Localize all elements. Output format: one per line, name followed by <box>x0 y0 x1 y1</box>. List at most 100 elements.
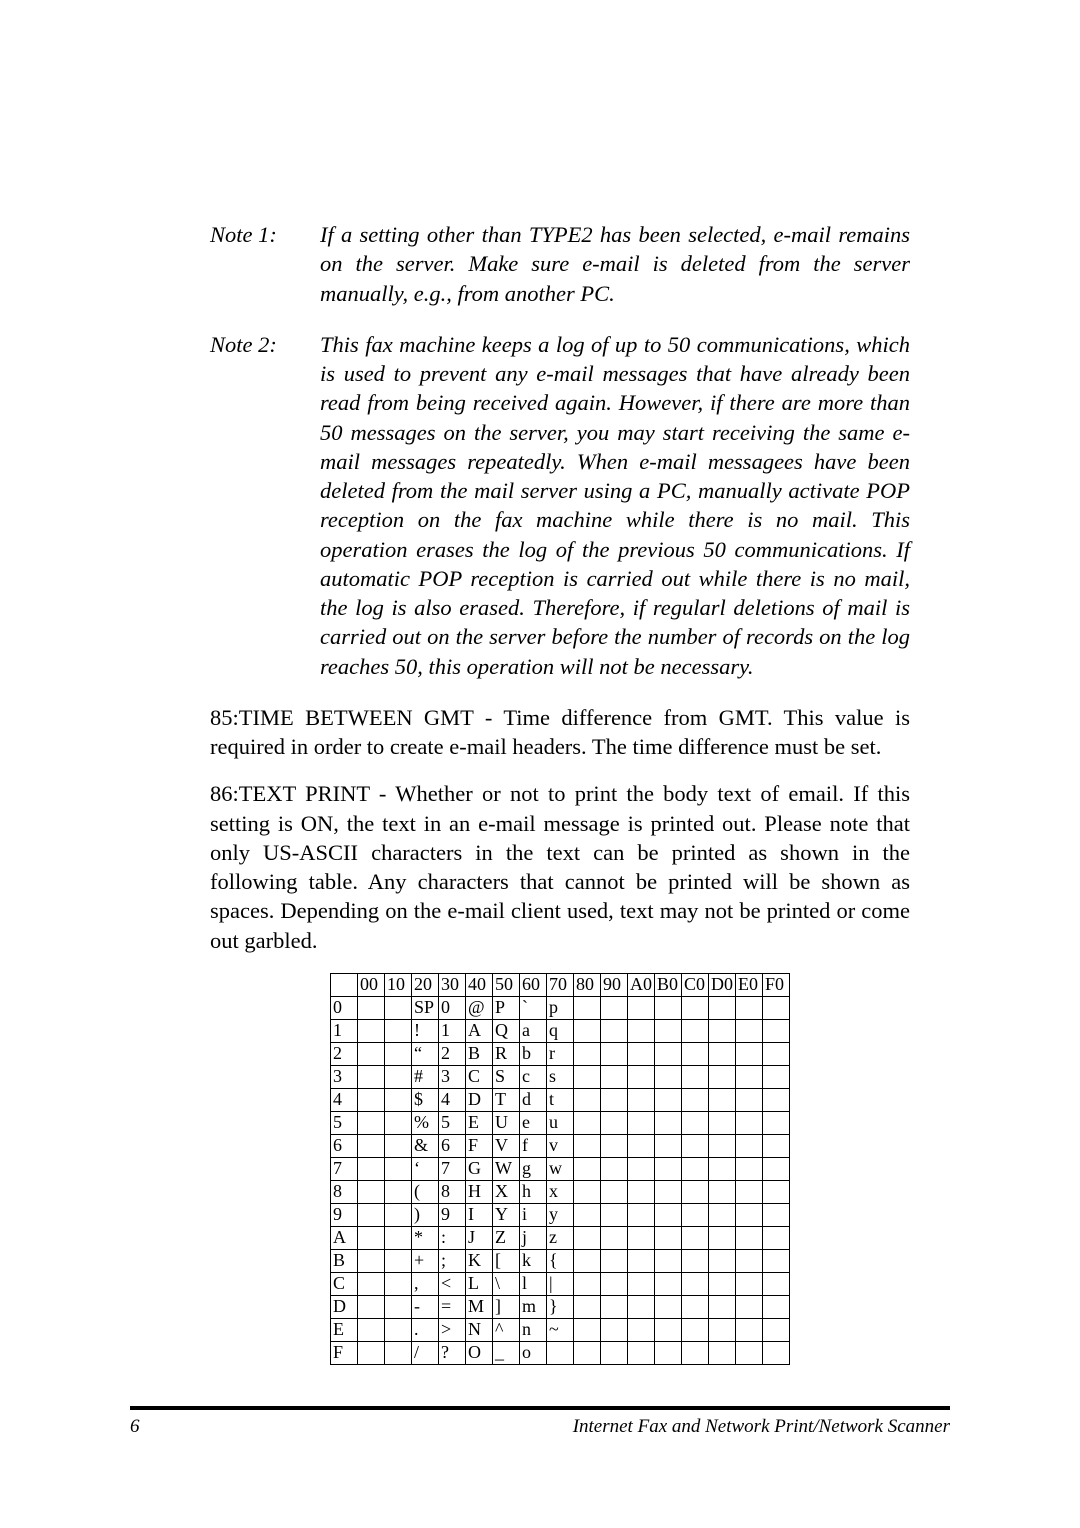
ascii-cell <box>655 1341 682 1364</box>
ascii-header-cell: 00 <box>358 973 385 996</box>
ascii-cell: B <box>466 1042 493 1065</box>
ascii-cell <box>655 1203 682 1226</box>
ascii-cell: > <box>439 1318 466 1341</box>
ascii-cell <box>736 1134 763 1157</box>
ascii-cell <box>574 1019 601 1042</box>
ascii-cell <box>601 996 628 1019</box>
ascii-header-cell: E0 <box>736 973 763 996</box>
ascii-cell: ! <box>412 1019 439 1042</box>
ascii-cell <box>628 1065 655 1088</box>
ascii-cell: e <box>520 1111 547 1134</box>
ascii-cell: p <box>547 996 574 1019</box>
ascii-cell <box>574 1157 601 1180</box>
ascii-cell: + <box>412 1249 439 1272</box>
ascii-cell <box>655 1042 682 1065</box>
ascii-cell <box>385 1111 412 1134</box>
ascii-cell: ; <box>439 1249 466 1272</box>
ascii-cell <box>601 1249 628 1272</box>
ascii-cell <box>628 1249 655 1272</box>
ascii-cell: # <box>412 1065 439 1088</box>
ascii-cell <box>385 1295 412 1318</box>
ascii-cell <box>736 1226 763 1249</box>
ascii-cell: * <box>412 1226 439 1249</box>
ascii-cell <box>736 1203 763 1226</box>
ascii-cell: : <box>439 1226 466 1249</box>
ascii-cell <box>682 1318 709 1341</box>
ascii-cell: 0 <box>439 996 466 1019</box>
ascii-cell <box>736 1042 763 1065</box>
ascii-header-cell: C0 <box>682 973 709 996</box>
ascii-cell <box>709 996 736 1019</box>
ascii-cell: b <box>520 1042 547 1065</box>
ascii-cell: 5 <box>439 1111 466 1134</box>
ascii-cell <box>574 1272 601 1295</box>
ascii-cell: y <box>547 1203 574 1226</box>
ascii-cell <box>358 1203 385 1226</box>
ascii-cell: ~ <box>547 1318 574 1341</box>
ascii-cell: v <box>547 1134 574 1157</box>
ascii-cell: @ <box>466 996 493 1019</box>
footer-rule <box>130 1406 950 1410</box>
ascii-cell <box>682 1042 709 1065</box>
ascii-cell: x <box>547 1180 574 1203</box>
ascii-cell <box>358 1272 385 1295</box>
ascii-cell <box>655 1111 682 1134</box>
ascii-cell: h <box>520 1180 547 1203</box>
ascii-cell <box>628 1111 655 1134</box>
ascii-cell <box>358 1318 385 1341</box>
ascii-cell: 4 <box>439 1088 466 1111</box>
ascii-cell <box>682 1019 709 1042</box>
ascii-cell: “ <box>412 1042 439 1065</box>
ascii-cell <box>682 1295 709 1318</box>
ascii-cell <box>574 1341 601 1364</box>
ascii-cell <box>601 1180 628 1203</box>
ascii-cell <box>574 1088 601 1111</box>
ascii-cell <box>682 1157 709 1180</box>
ascii-cell <box>709 1019 736 1042</box>
ascii-cell: Z <box>493 1226 520 1249</box>
ascii-cell <box>736 1295 763 1318</box>
ascii-cell: S <box>493 1065 520 1088</box>
ascii-cell: r <box>547 1042 574 1065</box>
ascii-cell <box>709 1134 736 1157</box>
ascii-cell <box>601 1157 628 1180</box>
ascii-header-cell: B0 <box>655 973 682 996</box>
ascii-cell: P <box>493 996 520 1019</box>
ascii-cell <box>358 1088 385 1111</box>
ascii-cell <box>655 1295 682 1318</box>
ascii-cell <box>385 1019 412 1042</box>
ascii-cell <box>763 1157 790 1180</box>
ascii-cell <box>736 1180 763 1203</box>
ascii-cell <box>574 1203 601 1226</box>
ascii-cell: , <box>412 1272 439 1295</box>
ascii-cell <box>736 1341 763 1364</box>
ascii-cell: $ <box>412 1088 439 1111</box>
ascii-cell <box>709 1088 736 1111</box>
ascii-cell <box>358 1341 385 1364</box>
ascii-cell <box>709 1042 736 1065</box>
ascii-cell <box>682 1272 709 1295</box>
ascii-cell: < <box>439 1272 466 1295</box>
ascii-cell: i <box>520 1203 547 1226</box>
ascii-header-cell: 70 <box>547 973 574 996</box>
ascii-table: 00102030405060708090A0B0C0D0E0F00SP0@P`p… <box>330 973 790 1365</box>
ascii-cell: 3 <box>331 1065 358 1088</box>
ascii-cell <box>709 1249 736 1272</box>
ascii-cell <box>628 1226 655 1249</box>
ascii-cell <box>682 1180 709 1203</box>
ascii-cell: o <box>520 1341 547 1364</box>
ascii-cell <box>358 1157 385 1180</box>
ascii-cell: s <box>547 1065 574 1088</box>
ascii-header-cell: 80 <box>574 973 601 996</box>
ascii-header-cell: 10 <box>385 973 412 996</box>
ascii-cell <box>601 1341 628 1364</box>
ascii-cell <box>709 1272 736 1295</box>
ascii-cell <box>655 1249 682 1272</box>
ascii-cell <box>655 1180 682 1203</box>
ascii-cell: C <box>466 1065 493 1088</box>
ascii-cell: _ <box>493 1341 520 1364</box>
ascii-cell <box>574 1226 601 1249</box>
ascii-cell: t <box>547 1088 574 1111</box>
ascii-cell <box>763 1226 790 1249</box>
ascii-header-cell <box>331 973 358 996</box>
